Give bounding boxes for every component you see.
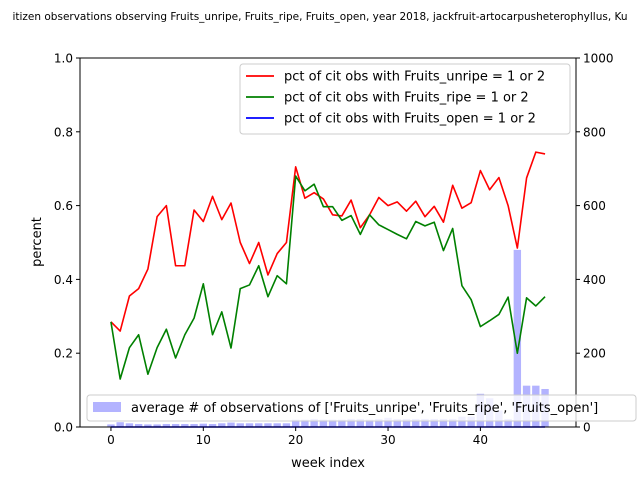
lines-legend: pct of cit obs with Fruits_unripe = 1 or…: [239, 63, 571, 135]
observation-bar: [393, 418, 401, 427]
x-tick-label: 0: [107, 433, 115, 447]
observation-bar: [430, 418, 438, 427]
observation-bar: [255, 423, 263, 427]
observation-bar: [264, 423, 272, 427]
observation-bar: [190, 424, 198, 427]
y2-tick-label: 800: [583, 125, 606, 139]
x-axis: 0 10 20 30 40: [107, 427, 488, 447]
y2-tick-label: 400: [583, 273, 606, 287]
legend-label-ripe: pct of cit obs with Fruits_ripe = 1 or 2: [284, 91, 529, 106]
observation-bar: [153, 424, 161, 427]
x-tick-label: 20: [288, 433, 303, 447]
y-axis-right: 0 200 400 600 800 1000: [576, 52, 614, 435]
observation-bar: [338, 419, 346, 427]
observation-bar: [449, 418, 457, 427]
observation-bar: [458, 416, 466, 427]
chart-title: itizen observations observing Fruits_unr…: [12, 11, 627, 23]
y2-tick-label: 1000: [583, 52, 614, 66]
observation-bar: [236, 423, 244, 427]
legend-swatch-bars: [93, 402, 121, 412]
y2-tick-label: 200: [583, 347, 606, 361]
y-tick-label: 0.4: [54, 273, 73, 287]
observation-bar: [218, 423, 226, 427]
y-tick-label: 0.2: [54, 347, 73, 361]
x-axis-label: week index: [291, 456, 365, 471]
bars-legend: average # of observations of ['Fruits_un…: [86, 394, 637, 422]
y-axis-label: percent: [30, 217, 45, 267]
observation-bar: [144, 424, 152, 427]
x-tick-label: 10: [196, 433, 211, 447]
observation-bar: [199, 423, 207, 427]
lines-legend-box: [239, 63, 571, 135]
y-tick-label: 0.6: [54, 199, 73, 213]
observation-bar: [227, 422, 235, 427]
observation-bar: [116, 422, 124, 427]
observation-bar: [375, 418, 383, 427]
legend-label-open: pct of cit obs with Fruits_open = 1 or 2: [284, 112, 536, 127]
observation-bar: [181, 424, 189, 427]
observation-bar: [162, 424, 171, 427]
observation-bar: [347, 418, 355, 427]
observation-bar: [439, 418, 448, 427]
observation-bar: [107, 424, 115, 427]
observation-bar: [504, 418, 512, 427]
y2-tick-label: 600: [583, 199, 606, 213]
y2-tick-label: 0: [583, 421, 591, 435]
observation-bar: [513, 249, 522, 427]
observation-bar: [310, 418, 318, 427]
observation-bar: [273, 423, 281, 427]
observation-bar: [412, 418, 420, 427]
observation-bar: [328, 419, 337, 427]
observation-bar: [291, 419, 300, 427]
legend-label-bars: average # of observations of ['Fruits_un…: [131, 401, 598, 416]
y-tick-label: 1.0: [54, 52, 73, 66]
observation-bar: [402, 418, 411, 427]
x-tick-label: 40: [473, 433, 488, 447]
observation-bar: [171, 424, 180, 427]
plot-frame: [79, 57, 577, 428]
observation-bar: [384, 417, 392, 427]
y-tick-label: 0.8: [54, 125, 73, 139]
y-axis-left: 0.0 0.2 0.4 0.6 0.8 1.0: [54, 52, 80, 435]
observation-bar: [282, 423, 291, 427]
x-tick-label: 30: [380, 433, 395, 447]
observation-bar: [245, 423, 254, 427]
legend-label-unripe: pct of cit obs with Fruits_unripe = 1 or…: [284, 70, 545, 85]
observation-bar: [134, 424, 143, 427]
observation-bar: [421, 418, 429, 427]
observation-bar: [301, 419, 309, 427]
observation-bar: [319, 419, 328, 427]
y-tick-label: 0.0: [54, 421, 73, 435]
observation-bar: [365, 419, 374, 427]
bars-legend-box: [86, 394, 637, 422]
observation-bar: [467, 416, 475, 427]
series-line-1: [110, 175, 546, 380]
observation-bar: [125, 423, 134, 427]
observation-bar: [356, 418, 365, 427]
observation-bar: [208, 424, 217, 427]
